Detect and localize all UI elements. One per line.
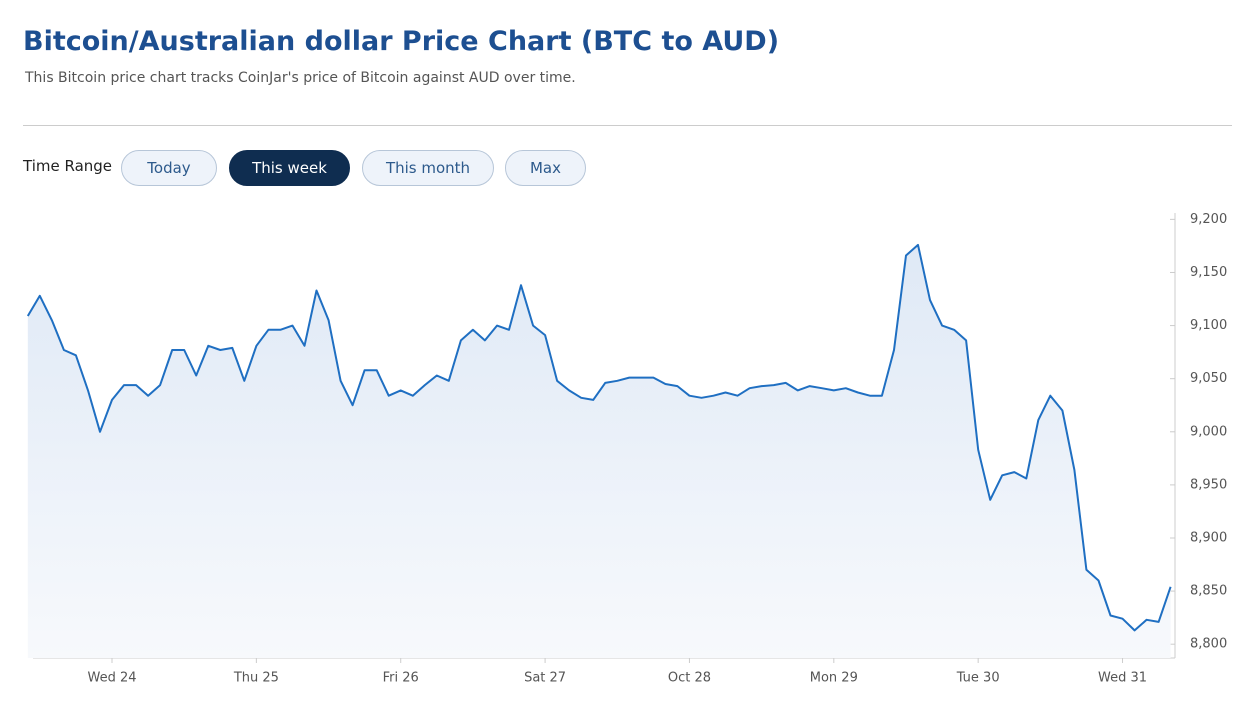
range-button[interactable]: This month [362,150,494,186]
x-tick-label: Thu 25 [233,671,279,686]
page-title: Bitcoin/Australian dollar Price Chart (B… [23,26,780,57]
y-tick-label: 8,850 [1190,584,1227,599]
divider [23,125,1232,126]
price-line [26,243,1172,632]
area-fill [27,244,1171,658]
x-tick-label: Mon 29 [810,671,858,686]
x-tick-label: Oct 28 [668,671,711,686]
y-tick-label: 8,900 [1190,530,1227,545]
range-button[interactable]: Max [505,150,586,186]
y-tick-label: 9,050 [1190,371,1227,386]
x-tick-label: Wed 24 [87,671,136,686]
y-tick-label: 8,950 [1190,477,1227,492]
range-button[interactable]: This week [229,150,350,186]
page-subtitle: This Bitcoin price chart tracks CoinJar'… [25,70,576,86]
y-tick-label: 9,000 [1190,424,1227,439]
y-tick-label: 9,150 [1190,265,1227,280]
x-tick-label: Wed 31 [1098,671,1147,686]
y-tick-label: 9,100 [1190,318,1227,333]
x-tick-label: Tue 30 [956,671,1000,686]
y-tick-label: 8,800 [1190,637,1227,652]
range-button[interactable]: Today [121,150,217,186]
x-tick-label: Sat 27 [524,671,566,686]
x-tick-label: Fri 26 [383,671,419,686]
y-tick-label: 9,200 [1190,212,1227,227]
range-label: Time Range [23,157,113,175]
